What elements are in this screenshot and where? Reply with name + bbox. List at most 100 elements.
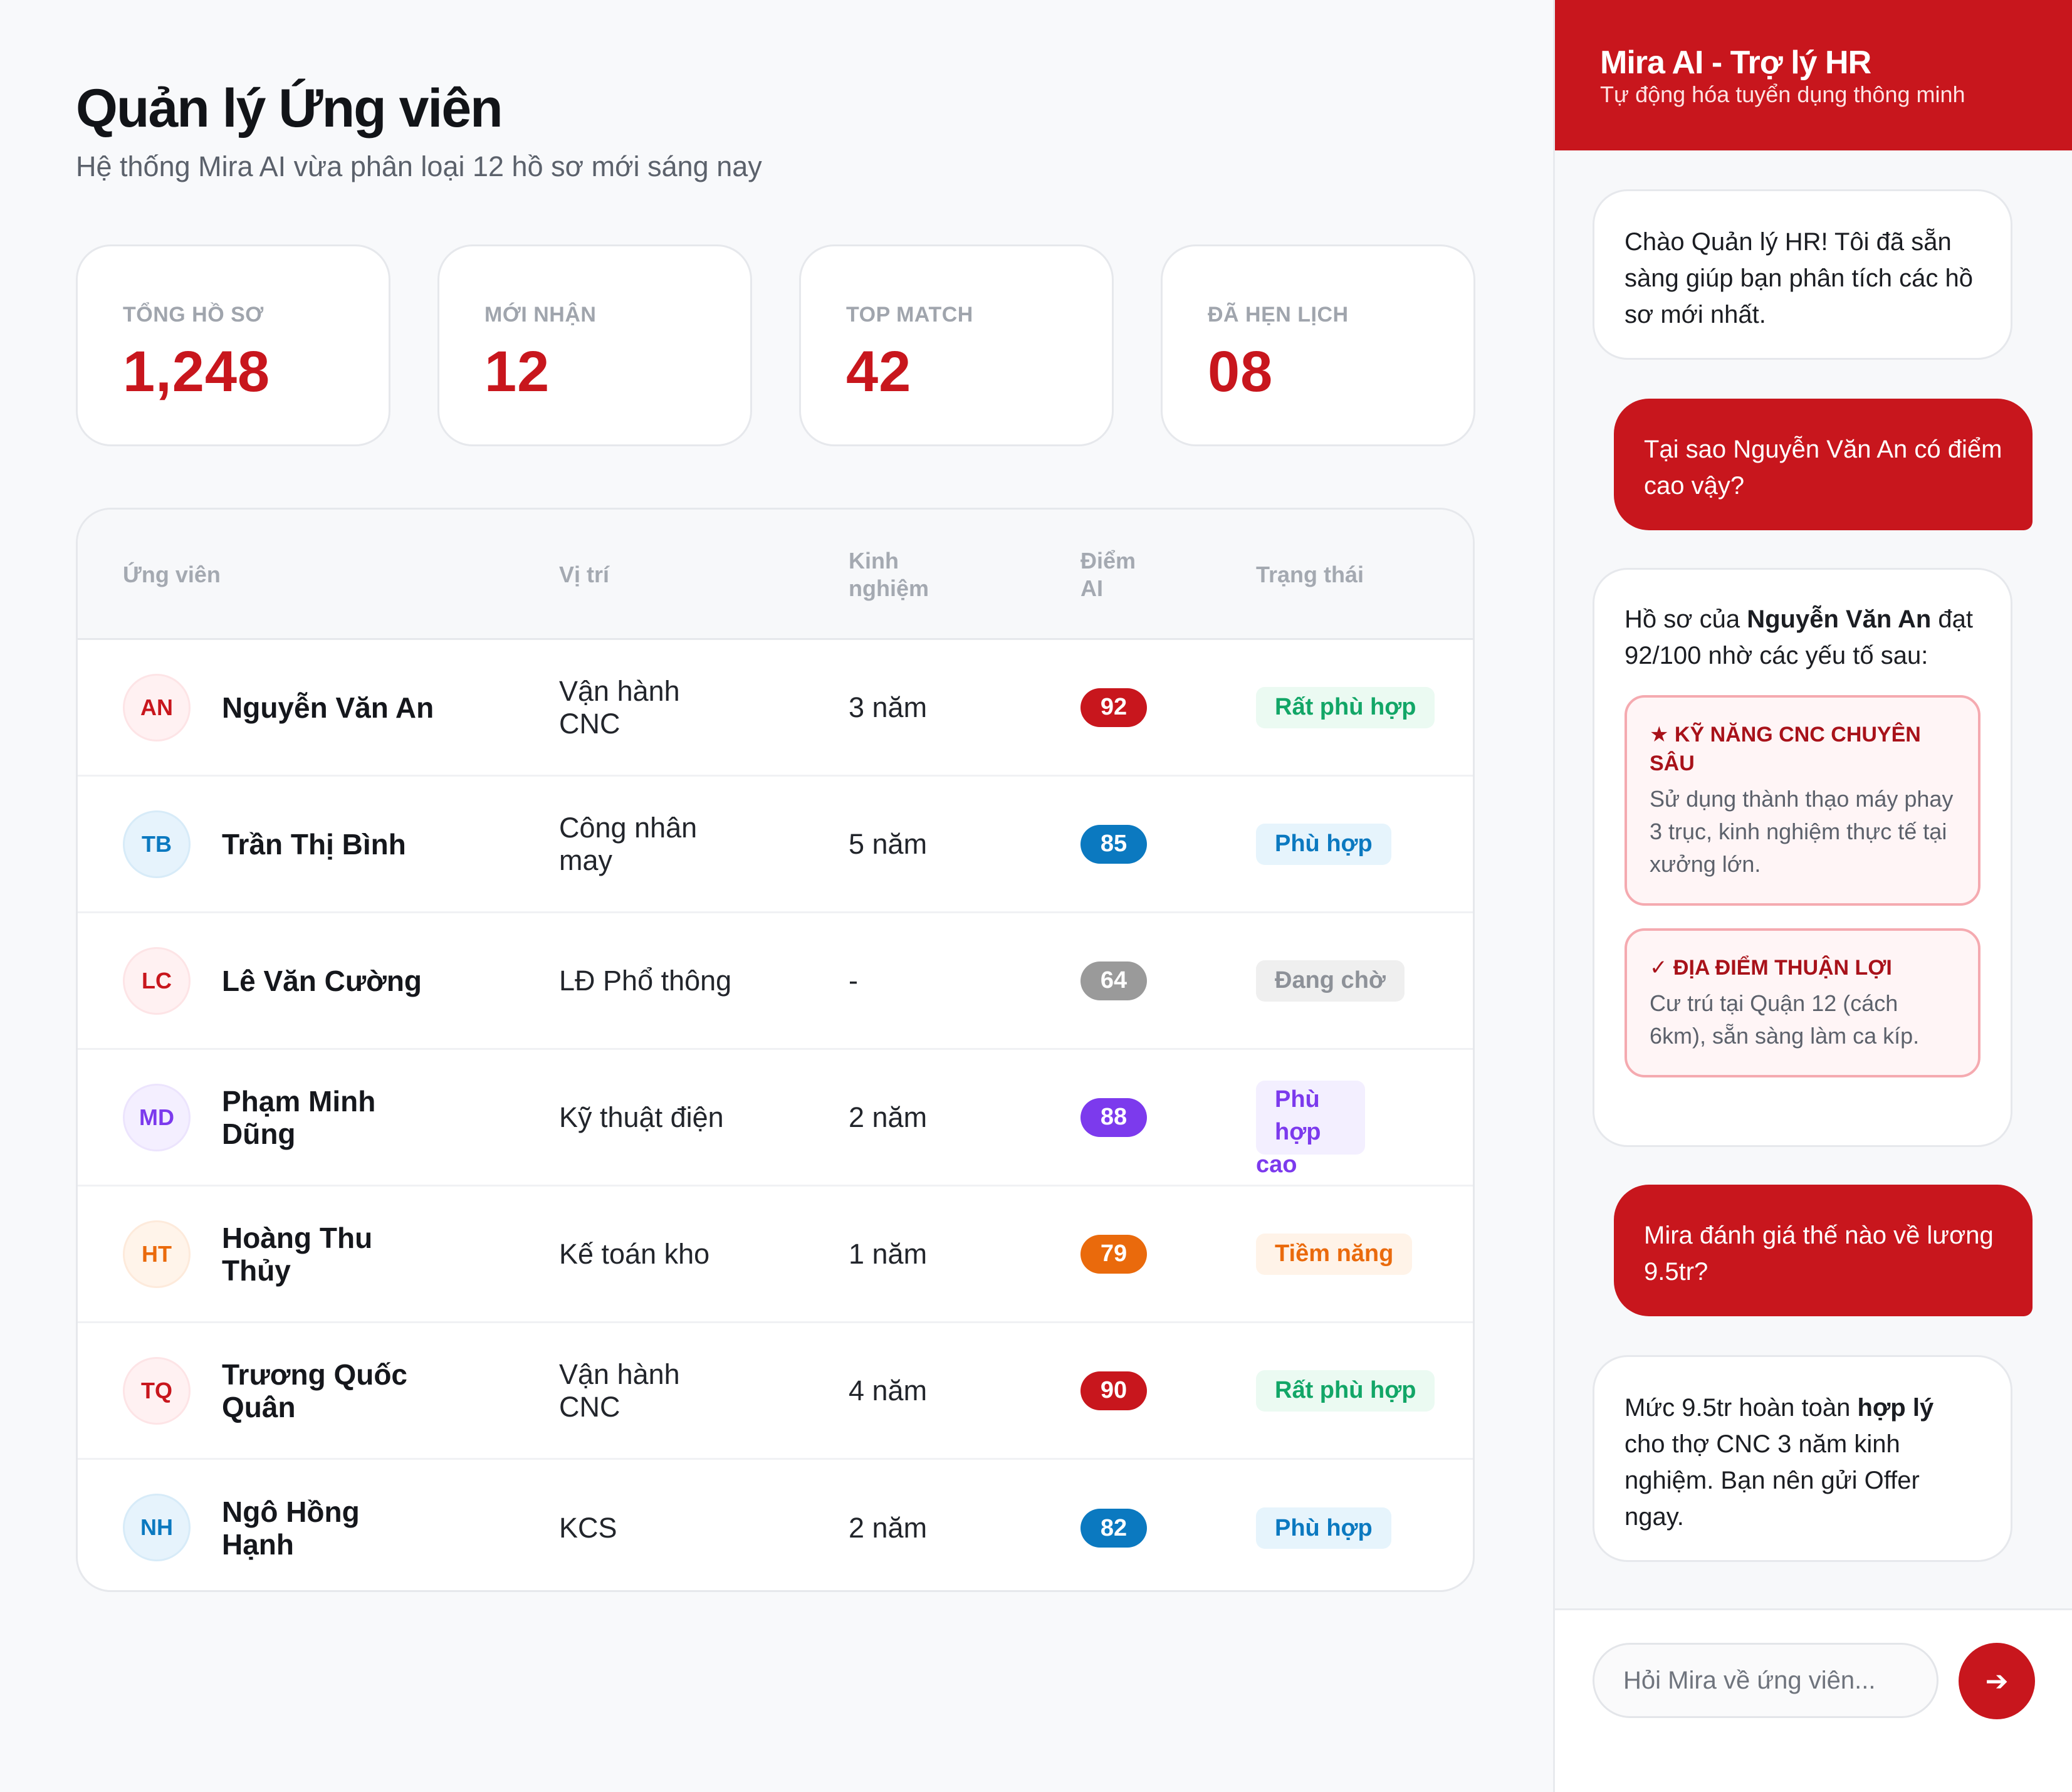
candidate-table: Ứng viên Vị trí Kinh nghiệm Điểm AI Trạn… (76, 508, 1475, 1592)
stat-value: 42 (846, 340, 912, 404)
candidate-position: Kế toán kho (559, 1237, 710, 1270)
stat-label: TỔNG HỒ SƠ (123, 303, 264, 327)
status-badge: Đang chờ (1256, 960, 1405, 1002)
reason-title: ✓ ĐỊA ĐIỂM THUẬN LỢI (1650, 956, 1892, 980)
ai-score-badge: 92 (1080, 688, 1147, 727)
status-badge-line2: cao (1256, 1151, 1297, 1178)
stat-value: 1,248 (123, 340, 271, 404)
column-header-score-line1: Điểm (1080, 548, 1136, 574)
stat-label: TOP MATCH (846, 303, 973, 327)
status-badge: Rất phù hợp (1256, 1370, 1435, 1412)
table-row[interactable]: AN Nguyễn Văn An Vận hành CNC 3 năm 92 R… (78, 640, 1473, 777)
column-header-score[interactable]: Điểm AI (1080, 547, 1136, 602)
message-highlight: Nguyễn Văn An (1747, 605, 1932, 633)
avatar: TQ (123, 1357, 191, 1425)
stat-value: 08 (1208, 340, 1274, 404)
page-title: Quản lý Ứng viên (76, 78, 503, 139)
ai-score-badge: 90 (1080, 1371, 1147, 1410)
candidate-experience: 2 năm (849, 1512, 928, 1544)
column-header-experience-line2: nghiệm (849, 575, 929, 601)
candidate-name[interactable]: Trương Quốc Quân (222, 1358, 408, 1423)
reason-card-skill: ★ KỸ NĂNG CNC CHUYÊN SÂU Sử dụng thành t… (1625, 695, 1980, 906)
candidate-position: Vận hành CNC (559, 674, 680, 740)
main-content: Quản lý Ứng viên Hệ thống Mira AI vừa ph… (76, 78, 1475, 1592)
candidate-position: LĐ Phổ thông (559, 964, 732, 997)
reason-text: Cư trú tại Quận 12 (cách 6km), sẵn sàng … (1650, 990, 1920, 1049)
user-message: Mira đánh giá thế nào về lương 9.5tr? (1614, 1185, 2033, 1316)
candidate-experience: 3 năm (849, 691, 928, 723)
ai-score-badge: 64 (1080, 961, 1147, 1000)
candidate-name[interactable]: Nguyễn Văn An (222, 691, 434, 724)
candidate-position: KCS (559, 1512, 617, 1544)
ai-score-badge: 88 (1080, 1098, 1147, 1137)
candidate-position: Kỹ thuật điện (559, 1101, 724, 1133)
table-header: Ứng viên Vị trí Kinh nghiệm Điểm AI Trạn… (78, 510, 1473, 640)
arrow-right-icon: ➔ (1985, 1665, 2009, 1697)
avatar: LC (123, 947, 191, 1015)
status-badge: Phù hợp (1256, 823, 1391, 865)
candidate-name[interactable]: Lê Văn Cường (222, 964, 422, 997)
status-badge: Phù hợp (1256, 1507, 1391, 1549)
table-row[interactable]: NH Ngô Hồng Hạnh KCS 2 năm 82 Phù hợp (78, 1460, 1473, 1590)
column-header-candidate[interactable]: Ứng viên (123, 562, 221, 587)
avatar: NH (123, 1494, 191, 1561)
column-header-status[interactable]: Trạng thái (1256, 562, 1364, 587)
stat-value: 12 (484, 340, 550, 404)
assistant-sidebar: Mira AI - Trợ lý HR Tự động hóa tuyển dụ… (1553, 0, 2072, 1792)
table-row[interactable]: HT Hoàng Thu Thủy Kế toán kho 1 năm 79 T… (78, 1187, 1473, 1323)
chat-input[interactable] (1593, 1643, 1939, 1718)
assistant-header: Mira AI - Trợ lý HR Tự động hóa tuyển dụ… (1555, 0, 2072, 150)
status-badge: Phù hợp cao (1256, 1080, 1365, 1178)
stat-card-scheduled: ĐÃ HẸN LỊCH 08 (1161, 244, 1475, 446)
message-text: Mức 9.5tr hoàn toàn (1625, 1394, 1858, 1422)
avatar: HT (123, 1220, 191, 1288)
candidate-name[interactable]: Trần Thị Bình (222, 827, 406, 861)
candidate-position: Công nhân may (559, 811, 698, 876)
message-text: cho thợ CNC 3 năm kinh nghiệm. Bạn nên g… (1625, 1430, 1920, 1531)
table-row[interactable]: MD Phạm Minh Dũng Kỹ thuật điện 2 năm 88… (78, 1050, 1473, 1187)
stat-card-total: TỔNG HỒ SƠ 1,248 (76, 244, 390, 446)
status-badge: Rất phù hợp (1256, 686, 1435, 728)
assistant-subtitle: Tự động hóa tuyển dụng thông minh (1600, 81, 1965, 107)
assistant-message: Mức 9.5tr hoàn toàn hợp lý cho thợ CNC 3… (1593, 1355, 2012, 1562)
column-header-position[interactable]: Vị trí (559, 562, 610, 587)
reason-card-location: ✓ ĐỊA ĐIỂM THUẬN LỢI Cư trú tại Quận 12 … (1625, 928, 1980, 1077)
status-badge-line1: Phù hợp (1275, 1086, 1321, 1145)
candidate-experience: 4 năm (849, 1374, 928, 1407)
assistant-title: Mira AI - Trợ lý HR (1600, 45, 1871, 81)
candidate-experience: 2 năm (849, 1101, 928, 1133)
candidate-experience: 1 năm (849, 1237, 928, 1270)
message-highlight: hợp lý (1857, 1394, 1934, 1422)
ai-score-badge: 79 (1080, 1234, 1147, 1274)
assistant-message: Hồ sơ của Nguyễn Văn An đạt 92/100 nhờ c… (1593, 568, 2012, 1147)
table-row[interactable]: TB Trần Thị Bình Công nhân may 5 năm 85 … (78, 777, 1473, 913)
stat-card-top-match: TOP MATCH 42 (799, 244, 1114, 446)
column-header-score-line2: AI (1080, 575, 1103, 601)
chat-input-bar: ➔ (1555, 1608, 2072, 1792)
ai-score-badge: 85 (1080, 824, 1147, 864)
candidate-name[interactable]: Phạm Minh Dũng (222, 1084, 376, 1150)
ai-score-badge: 82 (1080, 1509, 1147, 1548)
avatar: AN (123, 674, 191, 741)
message-text: Hồ sơ của (1625, 605, 1747, 633)
table-row[interactable]: TQ Trương Quốc Quân Vận hành CNC 4 năm 9… (78, 1323, 1473, 1460)
user-message: Tại sao Nguyễn Văn An có điểm cao vậy? (1614, 399, 2033, 530)
candidate-experience: - (849, 964, 858, 997)
column-header-experience-line1: Kinh (849, 548, 899, 574)
page-subtitle: Hệ thống Mira AI vừa phân loại 12 hồ sơ … (76, 150, 762, 182)
candidate-name[interactable]: Hoàng Thu Thủy (222, 1221, 373, 1287)
send-button[interactable]: ➔ (1959, 1643, 2035, 1719)
candidate-name[interactable]: Ngô Hồng Hạnh (222, 1496, 360, 1561)
column-header-experience[interactable]: Kinh nghiệm (849, 547, 929, 602)
candidate-position: Vận hành CNC (559, 1358, 680, 1423)
assistant-message: Chào Quản lý HR! Tôi đã sẵn sàng giúp bạ… (1593, 189, 2012, 360)
avatar: MD (123, 1084, 191, 1151)
avatar: TB (123, 810, 191, 878)
candidate-experience: 5 năm (849, 827, 928, 860)
stat-label: ĐÃ HẸN LỊCH (1208, 303, 1349, 327)
assistant-message-text: Hồ sơ của Nguyễn Văn An đạt 92/100 nhờ c… (1625, 601, 1980, 674)
status-badge: Tiềm năng (1256, 1233, 1413, 1275)
table-row[interactable]: LC Lê Văn Cường LĐ Phổ thông - 64 Đang c… (78, 913, 1473, 1050)
message-text: đạt 92/100 nhờ các yếu tố sau: (1625, 605, 1974, 669)
